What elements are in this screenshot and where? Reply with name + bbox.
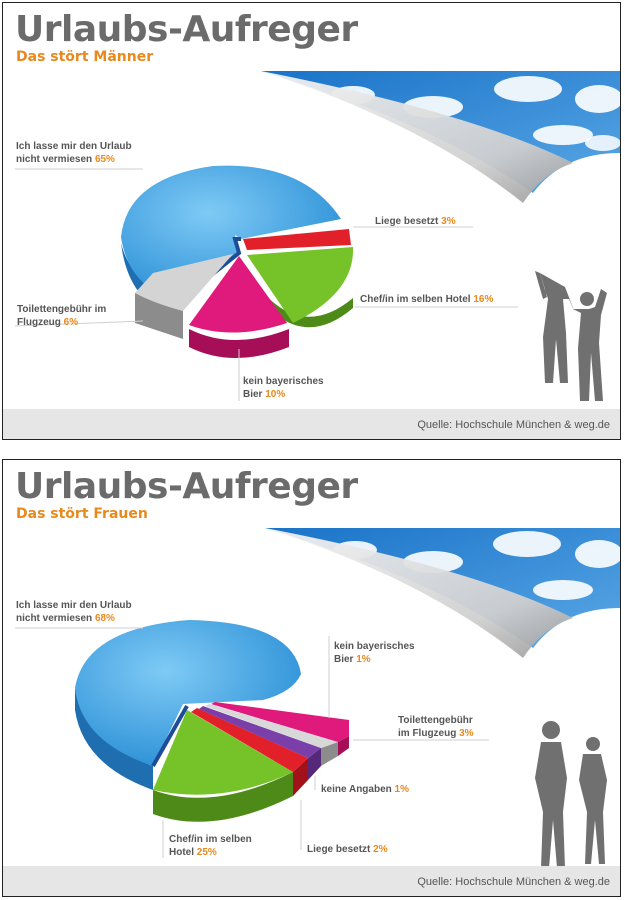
silhouette-men-icon [535,271,607,401]
chart-title: Urlaubs-Aufreger [15,466,358,507]
pie-women [75,620,349,822]
slice-women-pink [211,702,349,742]
slice-women-green [153,710,293,795]
label-women-toilette: Toilettengebühr im Flugzeug 3% [398,715,474,739]
slice-women-darkblue-edge [151,705,189,767]
label-men-vermiesen: Ich lasse mir den Urlaub nicht vermiesen… [16,141,132,165]
chart-panel-men: Urlaubs-Aufreger Das stört Männer [2,2,621,440]
sky-decoration [261,71,620,203]
label-men-toilette: Toilettengebühr im Flugzeug 6% [17,304,107,328]
label-women-vermiesen: Ich lasse mir den Urlaub nicht vermiesen… [16,600,132,624]
chart-graphic-women [15,528,620,868]
label-women-liege: Liege besetzt 2% [307,844,388,855]
footer-bar: Quelle: Hochschule München & weg.de [3,409,620,439]
label-women-bier: kein bayerisches Bier 1% [334,641,415,665]
pie-men [121,165,354,358]
source-text: Quelle: Hochschule München & weg.de [417,876,610,888]
chart-graphic-men [14,71,620,401]
slice-women-gray [205,704,338,748]
slice-women-red [191,708,308,772]
silhouette-women-icon [535,721,607,868]
chart-title: Urlaubs-Aufreger [15,9,358,50]
slice-men-green [247,247,354,323]
footer-bar: Quelle: Hochschule München & weg.de [3,866,620,896]
slice-men-pink [189,256,287,333]
label-men-bier: kein bayerisches Bier 10% [243,376,324,400]
sky-decoration [265,528,620,658]
leader-lines-men [14,168,518,401]
label-men-chef: Chef/in im selben Hotel 16% [360,294,494,305]
chart-subtitle: Das stört Männer [16,49,154,65]
leader-lines-women [15,627,489,858]
label-women-keine: keine Angaben 1% [321,784,409,795]
slice-men-red [243,229,351,250]
slice-men-blue [121,165,341,301]
source-text: Quelle: Hochschule München & weg.de [417,419,610,431]
slice-women-purple [199,706,321,758]
chart-subtitle: Das stört Frauen [16,506,148,522]
label-women-chef: Chef/in im selben Hotel 25% [169,834,252,858]
label-men-liege: Liege besetzt 3% [375,216,456,227]
slice-men-gray [135,254,233,311]
slice-women-blue [75,620,301,766]
chart-panel-women: Urlaubs-Aufreger Das stört Frauen [2,459,621,897]
